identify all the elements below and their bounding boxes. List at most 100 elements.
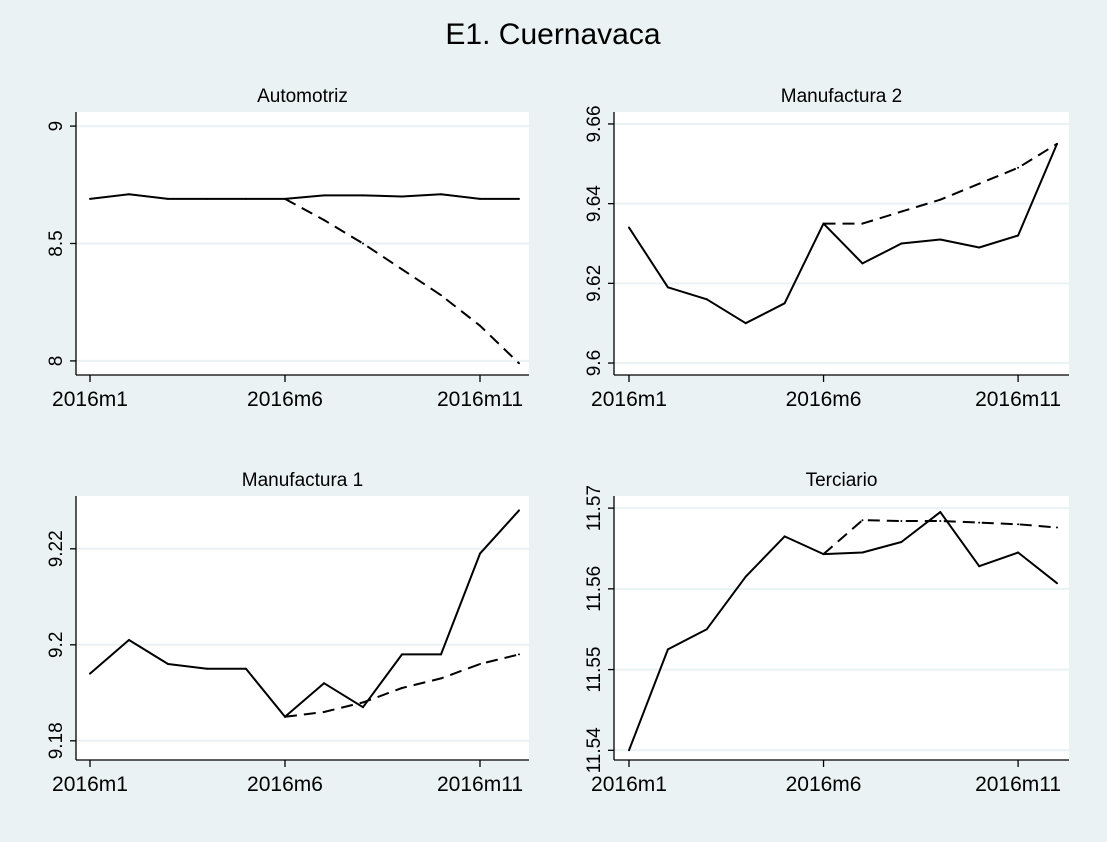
data-point bbox=[978, 246, 981, 249]
data-point bbox=[861, 222, 864, 225]
data-point bbox=[1056, 142, 1058, 145]
data-point bbox=[978, 565, 981, 568]
data-point bbox=[128, 639, 130, 641]
data-point bbox=[666, 286, 669, 289]
data-point bbox=[978, 182, 981, 185]
x-tick-label: 2016m11 bbox=[437, 388, 523, 411]
y-tick-label: 9.64 bbox=[584, 185, 605, 222]
panel-automotriz: 8 8.5 9 2016m1 2016m6 2016m11 Automotriz bbox=[46, 86, 529, 411]
data-point bbox=[245, 667, 247, 670]
y-tick-label: 11.54 bbox=[584, 727, 605, 774]
panel-title: Terciario bbox=[806, 470, 878, 491]
y-tick-label: 9.62 bbox=[584, 265, 605, 302]
data-point bbox=[861, 262, 864, 265]
series-line-solid bbox=[628, 511, 1058, 751]
data-point bbox=[323, 219, 325, 222]
data-point bbox=[245, 197, 247, 200]
data-point bbox=[744, 322, 747, 325]
y-tick-label: 9.2 bbox=[46, 632, 67, 658]
plot-area bbox=[614, 496, 1069, 760]
data-point bbox=[900, 541, 903, 544]
x-tick-label: 2016m11 bbox=[437, 773, 523, 796]
data-point bbox=[518, 197, 520, 200]
x-tick-label: 2016m1 bbox=[52, 388, 128, 411]
data-point bbox=[401, 653, 403, 656]
x-tick-label: 2016m11 bbox=[975, 388, 1061, 411]
data-point bbox=[206, 197, 208, 200]
panel-title: Manufactura 2 bbox=[781, 86, 902, 107]
x-tick-label: 2016m1 bbox=[52, 773, 128, 796]
data-point bbox=[783, 535, 786, 538]
data-point bbox=[167, 197, 169, 200]
y-tick-label: 9.18 bbox=[46, 722, 67, 759]
data-point bbox=[822, 222, 825, 225]
data-point bbox=[900, 210, 903, 213]
data-point bbox=[861, 519, 864, 522]
y-tick-label: 11.55 bbox=[584, 647, 605, 693]
plot-area bbox=[76, 496, 529, 760]
data-point bbox=[479, 324, 481, 327]
data-point bbox=[89, 672, 91, 675]
data-point bbox=[362, 242, 364, 245]
data-point bbox=[440, 193, 442, 196]
y-tick-label: 8 bbox=[46, 356, 67, 367]
data-point bbox=[479, 197, 481, 200]
panel-manufactura-1: 9.18 9.2 9.22 2016m1 2016m6 2016m11 Manufactur… bbox=[46, 470, 529, 796]
x-tick-label: 2016m6 bbox=[786, 773, 862, 796]
data-point bbox=[401, 268, 403, 271]
data-point bbox=[900, 242, 903, 245]
panel-manufactura-2: 9.6 9.62 9.64 9.66 2016m1 2016m6 2016m11 Manufa… bbox=[584, 86, 1069, 411]
data-point bbox=[128, 193, 130, 196]
panel-title: Automotriz bbox=[257, 86, 348, 107]
y-tick-label: 11.57 bbox=[584, 485, 605, 531]
data-point bbox=[167, 663, 169, 665]
x-tick-label: 2016m6 bbox=[786, 388, 862, 411]
x-tick-label: 2016m1 bbox=[591, 388, 667, 411]
data-point bbox=[518, 362, 520, 365]
data-point bbox=[666, 648, 669, 651]
data-point bbox=[628, 749, 630, 752]
data-point bbox=[978, 521, 981, 524]
x-tick-label: 2016m1 bbox=[591, 773, 667, 796]
y-tick-label: 9.66 bbox=[584, 105, 605, 142]
data-point bbox=[518, 653, 520, 656]
data-point bbox=[518, 509, 520, 512]
data-point bbox=[783, 302, 786, 305]
data-point bbox=[284, 197, 286, 200]
data-point bbox=[705, 628, 708, 631]
data-point bbox=[1017, 166, 1020, 169]
data-point bbox=[1017, 551, 1020, 554]
y-tick-label: 9 bbox=[46, 121, 67, 132]
data-point bbox=[323, 682, 325, 685]
y-tick-label: 9.6 bbox=[584, 350, 605, 376]
series-line-solid bbox=[628, 143, 1058, 325]
x-tick-label: 2016m6 bbox=[247, 388, 323, 411]
data-point bbox=[89, 197, 91, 200]
y-tick-label: 8.5 bbox=[46, 230, 67, 256]
data-point bbox=[1056, 526, 1058, 529]
data-point bbox=[900, 520, 903, 523]
data-point bbox=[939, 520, 942, 523]
data-point bbox=[401, 195, 403, 198]
figure-title: E1. Cuernavaca bbox=[445, 18, 660, 51]
x-tick-label: 2016m6 bbox=[247, 773, 323, 796]
data-point bbox=[401, 687, 403, 689]
x-tick-label: 2016m11 bbox=[975, 773, 1061, 796]
y-tick-label: 9.22 bbox=[46, 530, 67, 567]
data-point bbox=[822, 553, 825, 556]
data-point bbox=[744, 575, 747, 578]
data-point bbox=[479, 663, 481, 665]
data-point bbox=[284, 715, 286, 718]
series-line-solid bbox=[89, 193, 519, 200]
panel-terciario: 11.54 11.55 11.56 11.57 2016m1 2016m6 2016m11 T… bbox=[584, 470, 1069, 796]
data-point bbox=[705, 298, 708, 301]
data-point bbox=[440, 677, 442, 680]
data-point bbox=[861, 551, 864, 554]
data-point bbox=[440, 294, 442, 297]
data-point bbox=[362, 194, 364, 197]
data-point bbox=[479, 552, 481, 555]
data-point bbox=[362, 701, 364, 704]
data-point bbox=[323, 711, 325, 713]
data-point bbox=[939, 511, 942, 514]
